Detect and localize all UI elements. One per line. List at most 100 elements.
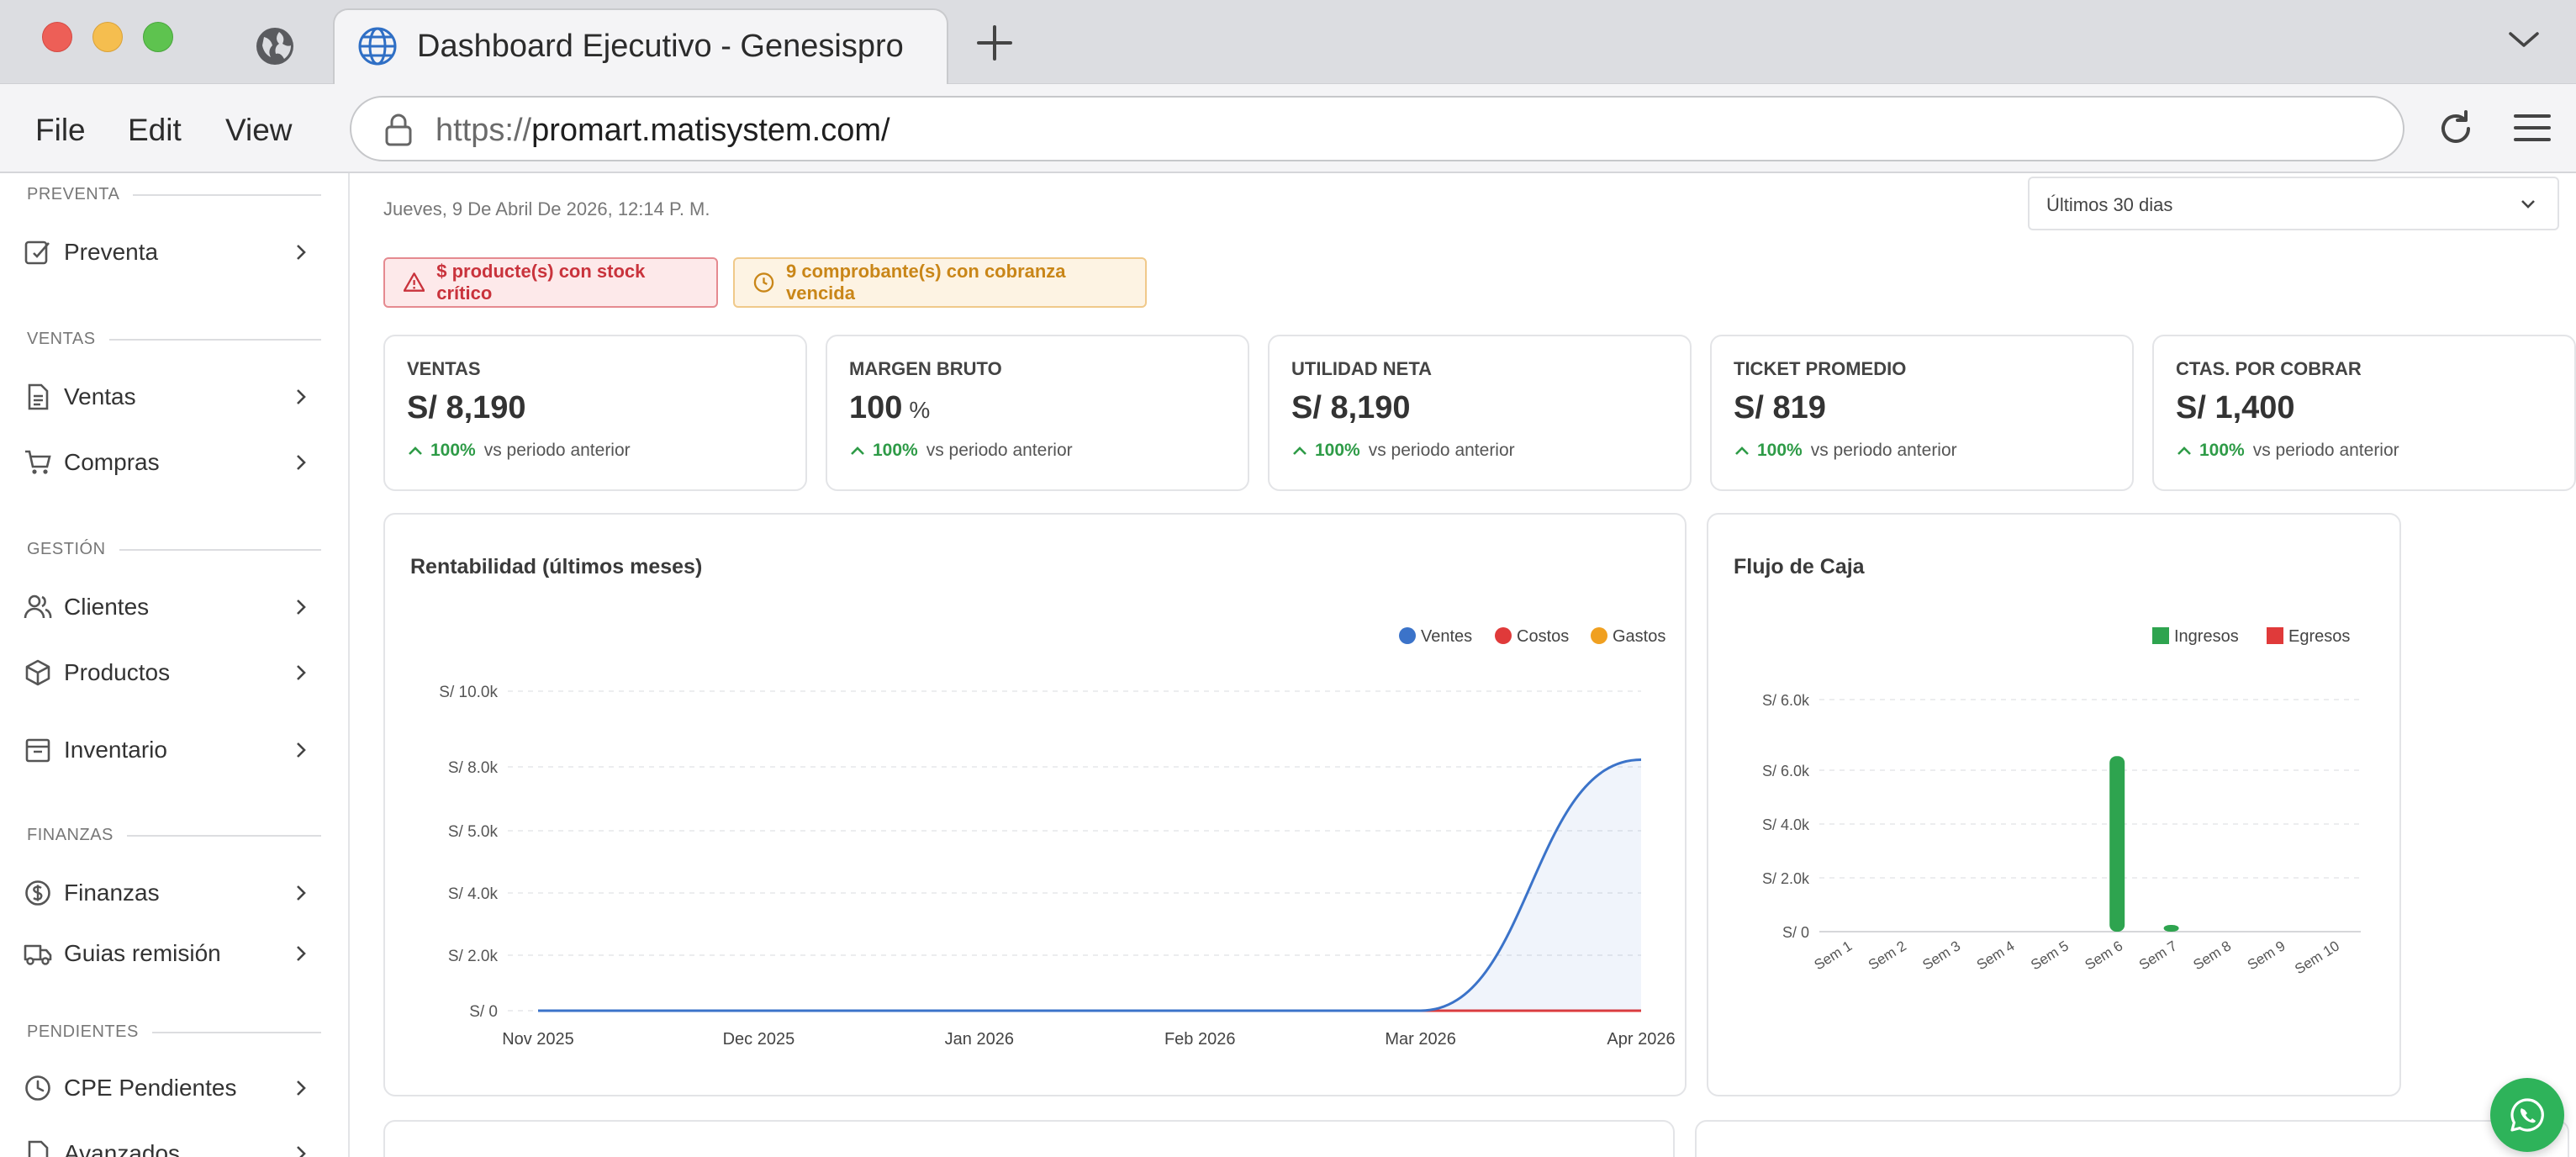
legend-label: Costos — [1517, 627, 1569, 646]
menu-view[interactable]: View — [225, 113, 293, 147]
chevron-right-icon — [297, 455, 306, 470]
chevron-right-icon — [297, 389, 306, 404]
x-tick-label: Sem 6 — [2082, 938, 2126, 973]
kpi-card-ticket-promedio: TICKET PROMEDIO S/ 819 100% vs periodo an… — [1710, 335, 2134, 491]
kpi-card-ventas: VENTAS S/ 8,190 100% vs periodo anterior — [383, 335, 807, 491]
sidebar-section-gestion: GESTIÓN — [27, 540, 321, 559]
sidebar-item-productos[interactable]: Productos — [24, 651, 309, 695]
sidebar-item-ventas[interactable]: Ventas — [24, 375, 309, 419]
box-icon — [25, 659, 50, 686]
sidebar-section-finanzas: FINANZAS — [27, 826, 321, 845]
chevron-right-icon — [297, 665, 306, 680]
dollar-icon — [25, 880, 50, 906]
arrow-up-icon — [851, 446, 864, 455]
x-tick-label: Feb 2026 — [1164, 1030, 1236, 1049]
dashboard-main: Jueves, 9 De Abril De 2026, 12:14 P. M. … — [351, 173, 2576, 1157]
legend-swatch — [2267, 627, 2283, 644]
clock-icon — [753, 272, 774, 293]
y-tick-label: S/ 6.0k — [1762, 763, 1810, 779]
arrow-up-icon — [2177, 446, 2191, 455]
arrow-up-icon — [1293, 446, 1306, 455]
chevron-down-icon[interactable] — [2505, 27, 2542, 52]
flujo-caja-chart: S/ 0 S/ 2.0k S/ 4.0k S/ 6.0k S/ 6.0k Sem 1 Sem… — [1762, 627, 2361, 977]
arrow-up-icon — [1735, 446, 1749, 455]
active-tab[interactable]: Dashboard Ejecutivo - Genesispro — [333, 8, 948, 86]
new-tab-plus-icon[interactable] — [975, 24, 1014, 62]
y-tick-label: S/ 0 — [469, 1003, 498, 1021]
x-tick-label: Sem 2 — [1866, 938, 1909, 973]
truck-icon — [24, 944, 52, 965]
kpi-card-ctas-por-cobrar: CTAS. POR COBRAR S/ 1,400 100% vs periodo… — [2152, 335, 2576, 491]
menu-edit[interactable]: Edit — [128, 113, 182, 147]
x-tick-label: Sem 5 — [2028, 938, 2072, 973]
legend-label: Ventes — [1421, 627, 1472, 646]
globe-icon — [358, 27, 397, 66]
browser-tab-bar: Dashboard Ejecutivo - Genesispro — [0, 0, 2576, 86]
archive-icon — [25, 738, 50, 763]
browser-toolbar: File Edit View https://promart.matisyste… — [0, 84, 2576, 173]
menu-file[interactable]: File — [35, 113, 86, 147]
chevron-right-icon — [297, 245, 306, 260]
whatsapp-button[interactable] — [2490, 1078, 2564, 1152]
sidebar-section-ventas: VENTAS — [27, 330, 321, 349]
next-card-right — [1695, 1120, 2569, 1157]
chevron-right-icon — [297, 946, 306, 961]
cobranza-alert[interactable]: 9 comprobante(s) con cobranza vencida — [733, 257, 1147, 308]
legend-swatch — [1399, 627, 1416, 644]
y-tick-label: S/ 2.0k — [448, 948, 499, 965]
chevron-right-icon — [297, 742, 306, 758]
legend-swatch — [1495, 627, 1512, 644]
url-text[interactable]: https://promart.matisystem.com/ — [435, 113, 890, 148]
stock-alert[interactable]: $ producte(s) con stock crítico — [383, 257, 718, 308]
legend-swatch — [2152, 627, 2169, 644]
sidebar-item-preventa[interactable]: Preventa — [24, 230, 309, 274]
sidebar-item-finanzas[interactable]: Finanzas — [24, 871, 309, 915]
kpi-card-margen-bruto: MARGEN BRUTO 100% 100% vs periodo anterio… — [826, 335, 1249, 491]
x-tick-label: Mar 2026 — [1385, 1030, 1456, 1049]
chevron-right-icon — [297, 600, 306, 615]
flujo-caja-chart-card: Flujo de Caja S/ 0 S/ 2.0k S/ 4.0k S/ 6.0k S… — [1707, 513, 2401, 1096]
chart-title: Rentabilidad (últimos meses) — [410, 555, 703, 578]
x-tick-label: Apr 2026 — [1607, 1030, 1675, 1049]
chart-title: Flujo de Caja — [1734, 555, 1865, 578]
x-tick-label: Sem 1 — [1812, 938, 1855, 973]
sidebar-item-avanzados[interactable]: Avanzados — [24, 1132, 309, 1157]
address-bar[interactable]: https://promart.matisystem.com/ — [350, 96, 2404, 161]
sidebar-item-clientes[interactable]: Clientes — [24, 585, 309, 629]
legend-label: Gastos — [1613, 627, 1665, 646]
chevron-right-icon — [297, 1080, 306, 1096]
bar-ingresos — [2109, 756, 2125, 932]
lock-icon — [385, 114, 412, 146]
sidebar-item-guias-remision[interactable]: Guias remisión — [24, 932, 309, 975]
next-card-left — [383, 1120, 1675, 1157]
sidebar-item-cpe-pendientes[interactable]: CPE Pendientes — [24, 1066, 309, 1110]
menu-hamburger-icon[interactable] — [2514, 111, 2551, 145]
series-line-ventes — [538, 758, 1642, 1012]
y-tick-label: S/ 10.0k — [439, 684, 498, 701]
x-tick-label: Sem 9 — [2245, 938, 2288, 973]
window-minimize-button[interactable] — [92, 22, 123, 52]
y-tick-label: S/ 5.0k — [448, 823, 499, 841]
x-tick-label: Sem 7 — [2136, 938, 2180, 973]
x-tick-label: Sem 4 — [1974, 938, 2018, 973]
sidebar-item-compras[interactable]: Compras — [24, 441, 309, 484]
file-icon — [28, 1140, 49, 1157]
period-select[interactable]: Últimos 30 dias — [2028, 177, 2559, 230]
x-tick-label: Jan 2026 — [945, 1030, 1014, 1049]
users-icon — [24, 594, 52, 619]
sidebar-item-inventario[interactable]: Inventario — [24, 728, 309, 772]
clock-icon — [25, 1075, 50, 1101]
reload-icon[interactable] — [2435, 108, 2477, 150]
x-tick-label: Sem 8 — [2190, 938, 2234, 973]
chevron-right-icon — [297, 1146, 306, 1157]
arrow-up-icon — [409, 446, 422, 455]
window-close-button[interactable] — [42, 22, 72, 52]
current-date: Jueves, 9 De Abril De 2026, 12:14 P. M. — [383, 198, 710, 219]
window-maximize-button[interactable] — [143, 22, 173, 52]
globe-icon[interactable] — [254, 25, 296, 67]
x-tick-label: Sem 10 — [2292, 938, 2342, 977]
rentabilidad-chart-card: Rentabilidad (últimos meses) S/ 0 S/ 2.0k… — [383, 513, 1687, 1096]
y-tick-label: S/ 4.0k — [448, 885, 499, 903]
chevron-right-icon — [297, 885, 306, 901]
edit-icon — [24, 240, 50, 265]
